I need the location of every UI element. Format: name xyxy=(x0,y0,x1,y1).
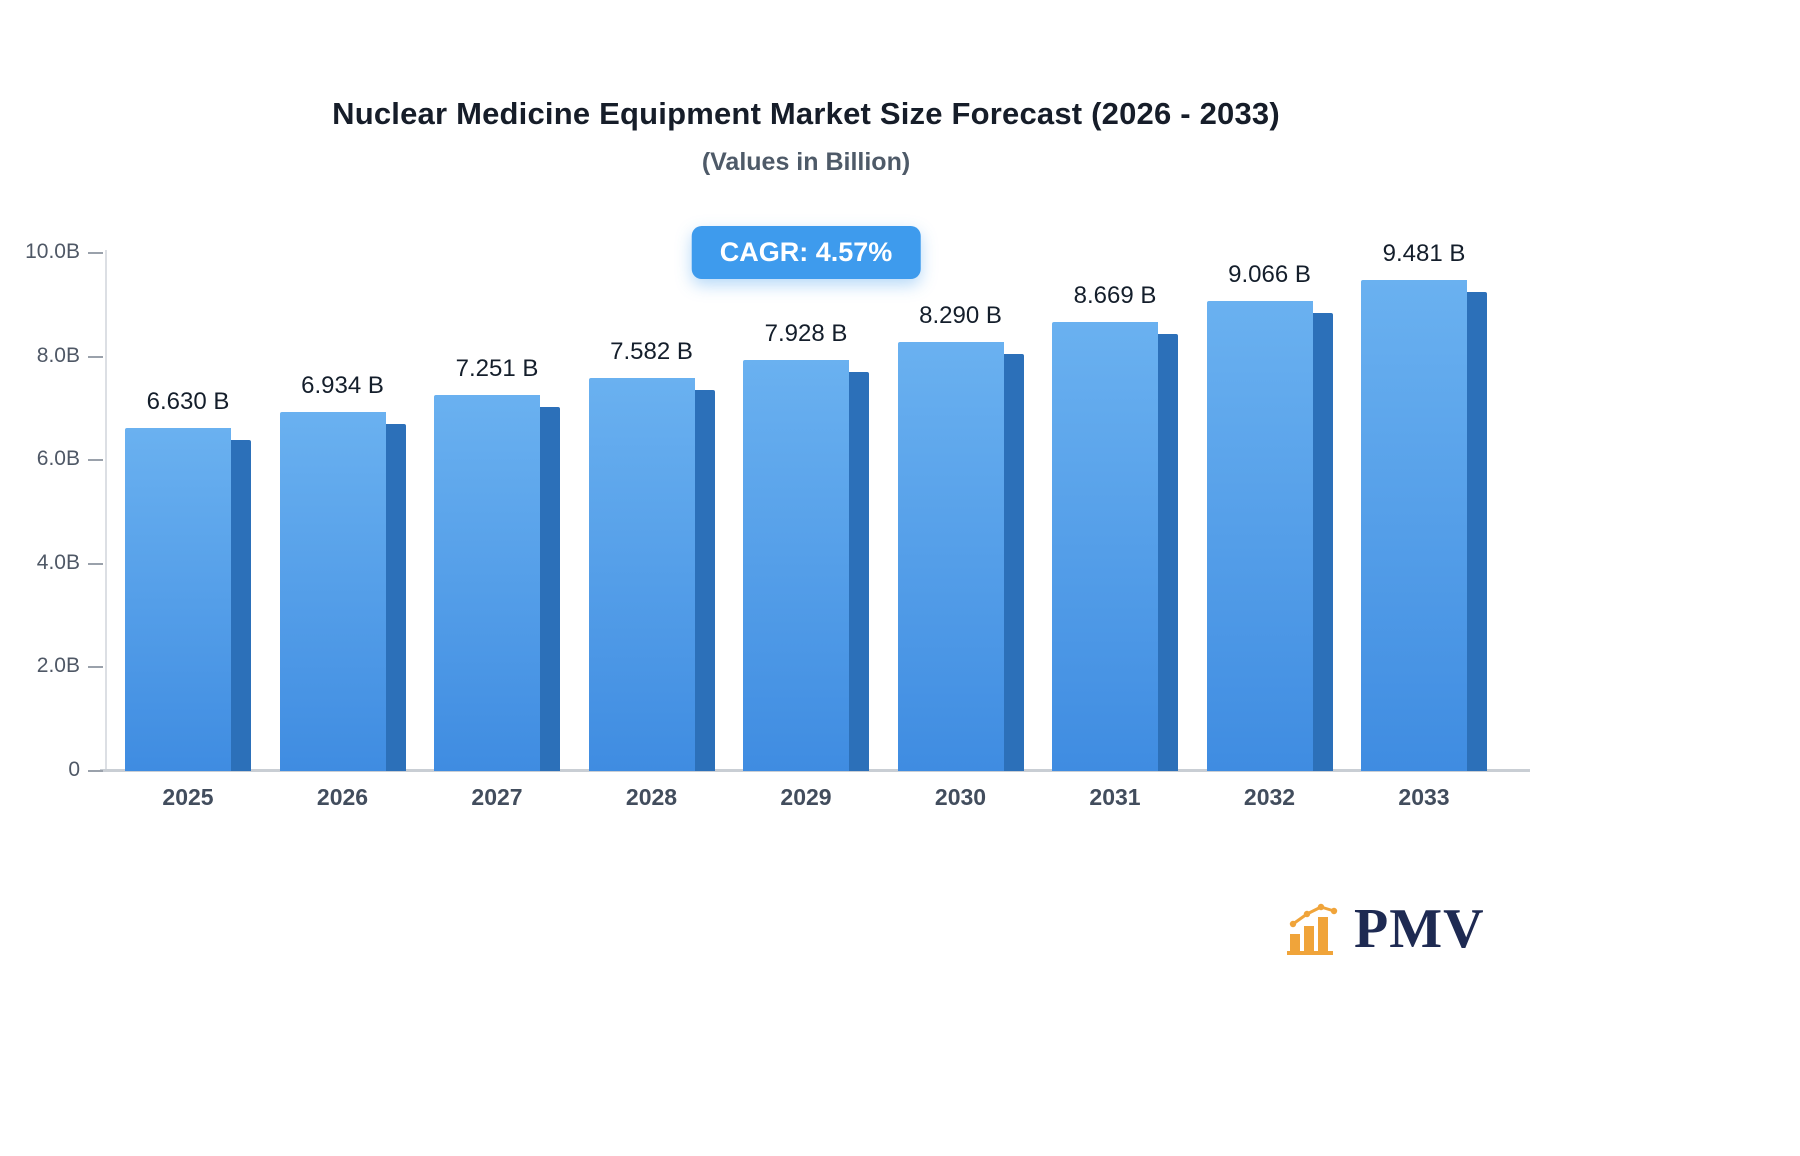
bar-value-label: 6.934 B xyxy=(301,372,384,399)
y-tick-label: 8.0B xyxy=(36,343,80,367)
bar-side-shade xyxy=(386,424,406,771)
x-axis-label: 2026 xyxy=(316,784,369,810)
brand-logo: PMV xyxy=(1286,898,1485,961)
x-axis-label: 2028 xyxy=(625,784,678,810)
bar-value-label: 9.066 B xyxy=(1228,261,1311,288)
x-axis-label: 2031 xyxy=(1089,784,1141,810)
bar-value-label: 6.630 B xyxy=(146,388,230,415)
y-tick-label: 6.0B xyxy=(36,447,80,471)
y-tick-mark xyxy=(88,355,103,358)
bar xyxy=(743,360,849,771)
chart-subtitle: (Values in Billion) xyxy=(701,148,911,176)
y-tick-mark xyxy=(88,666,103,669)
y-tick-mark xyxy=(88,252,103,254)
bar-value-label: 7.582 B xyxy=(610,338,693,365)
x-axis-label: 2027 xyxy=(471,784,523,810)
y-tick-mark xyxy=(88,459,103,462)
y-tick-mark xyxy=(88,562,103,565)
bar-value-label: 7.928 B xyxy=(764,320,848,347)
bar-side-shade xyxy=(695,390,715,771)
y-tick-label: 4.0B xyxy=(36,550,80,574)
cagr-badge: CAGR: 4.57% xyxy=(691,226,921,279)
x-axis-label: 2025 xyxy=(162,784,214,810)
x-axis-label: 2030 xyxy=(934,784,987,810)
bar xyxy=(125,428,231,771)
bar-side-shade xyxy=(1313,313,1333,771)
y-axis-line xyxy=(105,250,107,771)
bar xyxy=(434,395,540,771)
bar xyxy=(1207,301,1313,771)
bar xyxy=(589,378,695,771)
x-axis-label: 2032 xyxy=(1243,784,1296,810)
bar-value-label: 7.251 B xyxy=(455,355,539,382)
bar xyxy=(280,412,386,771)
y-tick-label: 10.0B xyxy=(25,240,80,263)
bar-side-shade xyxy=(1158,334,1178,771)
y-tick-mark xyxy=(88,770,103,772)
bar-side-shade xyxy=(1004,354,1024,771)
bar-value-label: 8.669 B xyxy=(1073,282,1157,309)
bar-chart-icon xyxy=(1287,903,1338,955)
chart-title: Nuclear Medicine Equipment Market Size F… xyxy=(332,96,1280,131)
bar-value-label: 9.481 B xyxy=(1382,240,1466,267)
bar-side-shade xyxy=(231,440,251,771)
bar xyxy=(898,342,1004,771)
brand-name: PMV xyxy=(1354,898,1485,961)
bar xyxy=(1361,280,1467,771)
bar-side-shade xyxy=(540,407,560,771)
y-tick-label: 0 xyxy=(68,758,80,781)
bar-value-label: 8.290 B xyxy=(919,302,1002,329)
bar-side-shade xyxy=(849,372,869,771)
x-axis-label: 2033 xyxy=(1398,784,1450,810)
y-tick-label: 2.0B xyxy=(36,654,80,678)
bar xyxy=(1052,322,1158,771)
x-axis-label: 2029 xyxy=(780,784,832,810)
bar-side-shade xyxy=(1467,292,1487,771)
